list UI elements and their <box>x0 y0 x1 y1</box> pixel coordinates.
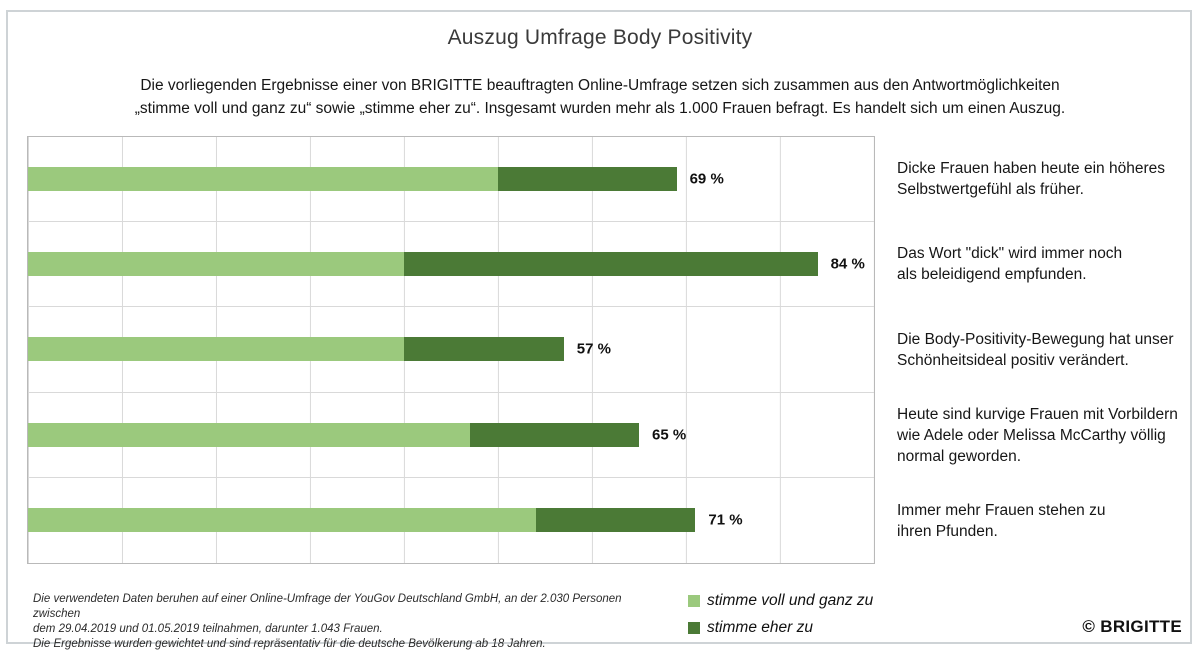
segment-agree-somewhat <box>404 252 818 277</box>
statement-label: Dicke Frauen haben heute ein höheres Selb… <box>897 136 1189 222</box>
statement-label: Immer mehr Frauen stehen zu ihren Pfunden… <box>897 478 1189 564</box>
segment-agree-fully <box>28 167 498 192</box>
statement-line: Das Wort "dick" wird immer noch <box>897 245 1123 263</box>
legend-label-agree-somewhat: stimme eher zu <box>707 619 813 636</box>
stacked-bar <box>28 167 874 192</box>
bar-value-label: 71 % <box>708 511 743 529</box>
statement-line: Die Body-Positivity-Bewegung hat unser <box>897 330 1174 348</box>
legend: stimme voll und ganz zu stimme eher zu <box>688 592 873 646</box>
plot-area: 69 % 84 % 57 % 65 % 71 % <box>27 136 875 564</box>
bar-row: 84 % <box>28 222 874 308</box>
statements-column: Dicke Frauen haben heute ein höheres Selb… <box>897 136 1189 564</box>
statement-line: ihren Pfunden. <box>897 523 998 541</box>
statement-line: Selbstwertgefühl als früher. <box>897 180 1084 198</box>
statement-label: Die Body-Positivity-Bewegung hat unser Sc… <box>897 307 1189 393</box>
segment-agree-somewhat <box>404 337 564 362</box>
segment-agree-fully <box>28 422 470 447</box>
chart-subtitle: Die vorliegenden Ergebnisse einer von BR… <box>0 74 1200 120</box>
segment-agree-somewhat <box>469 422 639 447</box>
bar-row: 57 % <box>28 307 874 393</box>
statement-label: Heute sind kurvige Frauen mit Vorbildern… <box>897 393 1189 479</box>
bar-row: 69 % <box>28 137 874 223</box>
statement-line: Heute sind kurvige Frauen mit Vorbildern <box>897 406 1178 424</box>
agree-somewhat-swatch-icon <box>688 622 700 634</box>
footnote-line-3: Die Ergebnisse wurden gewichtet und sind… <box>33 638 546 650</box>
segment-agree-fully <box>28 337 404 362</box>
stacked-bar <box>28 422 874 447</box>
footnote-line-2: dem 29.04.2019 und 01.05.2019 teilnahmen… <box>33 623 383 635</box>
chart-title: Auszug Umfrage Body Positivity <box>447 26 753 49</box>
statement-line: wie Adele oder Melissa McCarthy völlig <box>897 427 1166 445</box>
bar-value-label: 69 % <box>689 170 724 188</box>
statement-line: Dicke Frauen haben heute ein höheres <box>897 159 1165 177</box>
bar-value-label: 65 % <box>652 426 687 444</box>
legend-item-agree-fully: stimme voll und ganz zu <box>688 592 873 610</box>
bar-value-label: 84 % <box>830 255 865 273</box>
footnote-line-1: Die verwendeten Daten beruhen auf einer … <box>33 593 622 620</box>
stacked-bar <box>28 508 874 533</box>
source-footnote: Die verwendeten Daten beruhen auf einer … <box>33 592 643 652</box>
bar-row: 71 % <box>28 478 874 563</box>
statement-line: Schönheitsideal positiv verändert. <box>897 351 1129 369</box>
statement-line: Immer mehr Frauen stehen zu <box>897 502 1106 520</box>
subtitle-line-1: Die vorliegenden Ergebnisse einer von BR… <box>140 77 1060 94</box>
agree-fully-swatch-icon <box>688 595 700 607</box>
copyright-notice: © BRIGITTE <box>1082 617 1182 636</box>
statement-line: als beleidigend empfunden. <box>897 266 1087 284</box>
segment-agree-fully <box>28 252 404 277</box>
bar-row: 65 % <box>28 393 874 478</box>
stacked-bar <box>28 252 874 277</box>
segment-agree-somewhat <box>535 508 696 533</box>
subtitle-line-2: „stimme voll und ganz zu“ sowie „stimme … <box>134 100 1066 117</box>
bar-value-label: 57 % <box>576 340 611 358</box>
statement-line: normal geworden. <box>897 448 1022 466</box>
statement-label: Das Wort "dick" wird immer noch als belei… <box>897 222 1189 308</box>
segment-agree-fully <box>28 508 536 533</box>
legend-label-agree-fully: stimme voll und ganz zu <box>707 592 874 609</box>
legend-item-agree-somewhat: stimme eher zu <box>688 619 873 637</box>
stacked-bar <box>28 337 874 362</box>
plot-rows: 69 % 84 % 57 % 65 % 71 % <box>28 137 874 563</box>
segment-agree-somewhat <box>498 167 677 192</box>
